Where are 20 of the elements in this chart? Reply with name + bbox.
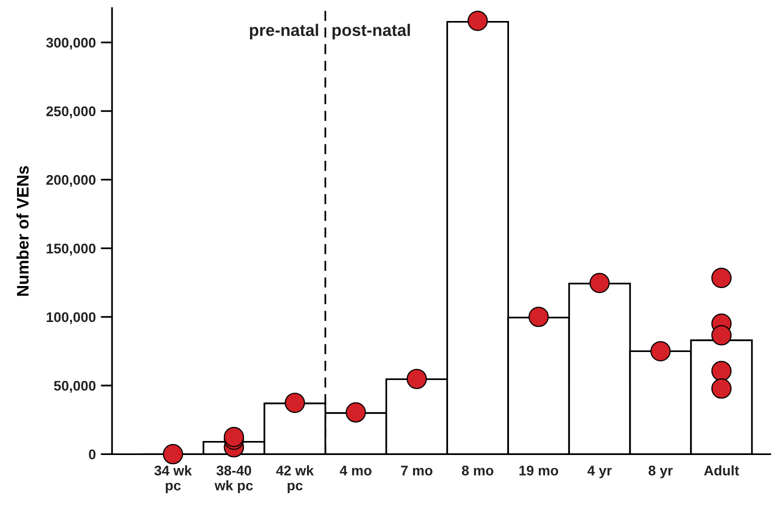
x-tick-label: 8 yr [648, 466, 673, 478]
y-tick-label: 50,000 [54, 380, 96, 393]
x-tick-label: 4 yr [587, 466, 612, 478]
y-tick-label: 100,000 [46, 312, 96, 324]
x-tick-label: 34 wk pc [154, 465, 192, 494]
y-tick-label: 200,000 [46, 175, 96, 187]
x-tick-label: 7 mo [401, 466, 432, 476]
x-tick-label: 8 mo [462, 466, 494, 476]
annotation: pre-natal [250, 24, 318, 40]
x-tick-label: 19 mo [519, 466, 558, 476]
x-tick-label: 38-40 wk pc [214, 466, 253, 494]
x-tick-label: 4 mo [340, 466, 372, 476]
y-tick-label: 0 [88, 449, 96, 460]
y-axis-title: Number of VENs [16, 166, 29, 296]
x-tick-label: 42 wk pc [276, 465, 314, 494]
x-tick-label: Adult [704, 465, 740, 476]
y-tick-label: 250,000 [46, 106, 96, 118]
y-tick-label: 150,000 [46, 244, 96, 256]
y-tick-label: 300,000 [46, 38, 96, 50]
annotation: post-natal [332, 24, 410, 40]
